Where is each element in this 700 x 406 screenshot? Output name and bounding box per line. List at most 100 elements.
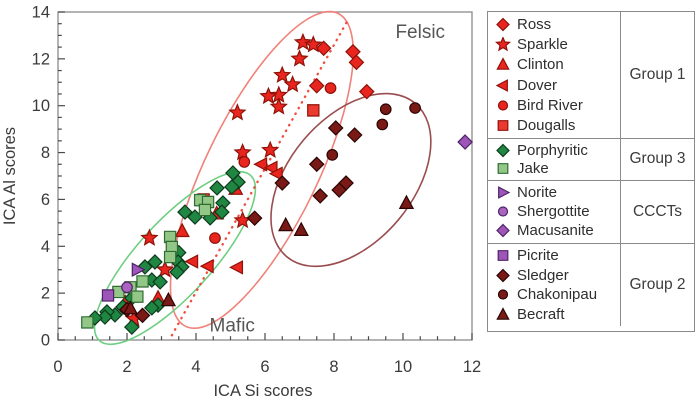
legend-item-label: Macusanite (517, 222, 594, 240)
triangle-right-marker-icon (498, 185, 511, 199)
data-point-chakonipau (379, 103, 392, 116)
data-point-porphyritic (177, 204, 193, 220)
legend-group-label: Group 1 (620, 12, 694, 138)
data-point-becraft (278, 216, 294, 232)
data-point-porphyritic (214, 204, 230, 220)
legend-item-norite: Norite (495, 185, 620, 200)
circle-marker-icon (497, 206, 509, 217)
data-point-sparkle (233, 142, 252, 161)
triangle-left-marker-icon (495, 78, 508, 92)
y-tick-label: 4 (41, 238, 50, 256)
data-point-dover (263, 160, 278, 176)
triangle-left-marker-icon (495, 78, 508, 92)
y-tick-label: 0 (41, 332, 50, 350)
data-point-jake (81, 316, 94, 329)
data-point-porphyritic (169, 264, 185, 280)
legend-item-macusanite: Macusanite (495, 223, 620, 238)
data-point-porphyritic (152, 274, 168, 290)
circle-marker-icon (497, 100, 509, 111)
data-points (81, 32, 473, 335)
legend-item-label: Jake (517, 159, 549, 177)
data-point-porphyritic (87, 310, 103, 326)
data-point-sparkle (259, 86, 278, 105)
data-point-sparkle (228, 103, 247, 121)
legend-group-row: Ross Sparkle Clinton Dover Bird River Dougall… (488, 12, 694, 138)
data-point-norite (131, 262, 146, 278)
legend-item-ross: Ross (495, 17, 620, 32)
data-point-sparkle (269, 97, 288, 115)
data-point-sledger (312, 188, 329, 204)
x-tick-label: 2 (122, 358, 131, 376)
data-point-shergottite (121, 281, 133, 294)
data-point-picrite (101, 289, 115, 302)
legend-item-label: Ross (517, 15, 552, 33)
data-point-porphyritic (143, 300, 160, 316)
diamond-marker-icon (496, 268, 510, 283)
legend-item-dover: Dover (495, 78, 620, 93)
data-point-porphyritic (147, 254, 163, 270)
legend-item-label: Picrite (517, 246, 559, 264)
legend-item-label: Chakonipau (517, 286, 598, 304)
y-tick-label: 6 (41, 191, 50, 209)
data-point-ross (315, 40, 332, 57)
data-point-chakonipau (409, 102, 421, 114)
data-point-porphyritic (123, 319, 140, 335)
data-point-macusanite (457, 134, 473, 150)
triangle-right-marker-icon (498, 185, 511, 199)
circle-marker-icon (497, 100, 509, 111)
legend-item-label: Sledger (517, 266, 569, 284)
data-point-porphyritic (230, 174, 246, 190)
data-point-dover (184, 254, 199, 269)
y-axis-label: ICA Al scores (1, 127, 19, 225)
data-point-sparkle (293, 32, 313, 51)
x-tick-label: 6 (260, 358, 269, 376)
square-marker-icon (497, 120, 509, 132)
legend-item-label: Bird River (517, 96, 583, 114)
diamond-marker-icon (496, 17, 510, 31)
data-point-sledger (274, 175, 291, 191)
legend-item-clinton: Clinton (495, 57, 620, 72)
annotation-mafic: Mafic (210, 315, 255, 336)
circle-marker-icon (497, 289, 509, 300)
y-tick-label: 12 (32, 50, 50, 68)
data-point-jake (198, 203, 212, 217)
star-marker-icon (495, 36, 511, 52)
data-point-sledger (246, 210, 263, 227)
data-point-sledger (308, 156, 325, 173)
data-point-ross (348, 54, 365, 71)
x-tick-label: 0 (53, 358, 62, 376)
data-point-sledger (134, 307, 151, 324)
data-point-becraft (160, 291, 177, 307)
y-tick-label: 8 (41, 144, 50, 162)
x-tick-label: 12 (463, 358, 481, 376)
data-point-chakonipau (326, 149, 339, 161)
data-point-ross (358, 83, 375, 100)
data-point-sparkle (155, 260, 175, 278)
data-point-sledger (346, 127, 363, 143)
data-point-sledger (327, 120, 344, 136)
data-point-sparkle (140, 228, 159, 246)
legend-item-label: Clinton (517, 56, 564, 74)
square-marker-icon (497, 250, 509, 261)
legend-item-label: Becraft (517, 306, 565, 324)
legend-table: Ross Sparkle Clinton Dover Bird River Dougall… (487, 11, 695, 332)
data-point-becraft (398, 194, 415, 209)
legend-group-label: Group 3 (620, 138, 694, 180)
diamond-marker-icon (496, 268, 510, 283)
legend-group-label: Group 2 (620, 243, 694, 327)
data-point-dover (253, 156, 268, 172)
data-point-bird-river (324, 82, 337, 94)
legend-item-becraft: Becraft (495, 307, 620, 322)
triangle-up-marker-icon (496, 307, 510, 320)
diamond-marker-icon (496, 143, 510, 157)
legend-item-shergottite: Shergottite (495, 204, 620, 219)
triangle-up-marker-icon (496, 57, 510, 71)
y-tick-label: 10 (32, 97, 50, 115)
legend-group-row: Porphyritic Jake Group 3 (488, 137, 694, 180)
data-point-sparkle (261, 140, 280, 158)
legend-item-label: Dover (517, 76, 558, 94)
square-marker-icon (497, 163, 509, 174)
axis-ticks: 0 2 4 6 8 10 12 0 2 4 6 8 10 12 14 (32, 3, 482, 376)
legend-item-jake: Jake (495, 161, 620, 176)
